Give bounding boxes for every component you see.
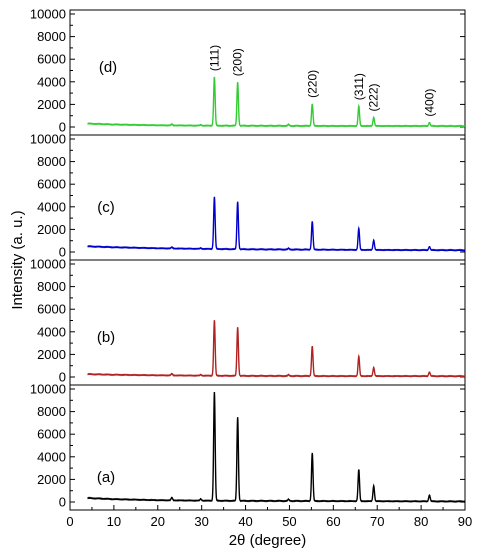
x-axis: 0 10 20 30 40 50 60 70 80 90 (66, 505, 472, 529)
series-line-c (87, 196, 466, 252)
y-tick-label: 2000 (37, 347, 66, 362)
y-tick-label: 2000 (37, 97, 66, 112)
panel-frame (69, 259, 466, 386)
y-tick-label: 6000 (37, 177, 66, 192)
y-tick-label: 2000 (37, 472, 66, 487)
y-tick-label: 0 (59, 120, 66, 135)
panel-a: 0 2000 4000 6000 8000 10000 (a) (30, 382, 466, 511)
peak-label: (222) (367, 83, 381, 111)
y-tick-label: 10000 (30, 382, 66, 397)
panel-label: (b) (97, 329, 115, 346)
y-tick-label: 0 (59, 370, 66, 385)
panel-frame (69, 134, 466, 261)
y-tick-label: 8000 (37, 29, 66, 44)
panel-frame (69, 384, 466, 511)
y-tick-label: 0 (59, 495, 66, 510)
y-tick-label: 6000 (37, 52, 66, 67)
x-tick-label: 20 (151, 514, 165, 529)
y-tick-label: 8000 (37, 404, 66, 419)
y-tick-label: 8000 (37, 154, 66, 169)
panels-layer: 0 2000 4000 6000 8000 10000 (d) (111) (200) (220)… (30, 7, 466, 511)
panel-b: 0 2000 4000 6000 8000 10000 (b) (30, 257, 466, 386)
panel-label: (d) (99, 59, 117, 76)
peak-label: (400) (422, 89, 436, 117)
y-tick-label: 10000 (30, 257, 66, 272)
y-tick-label: 6000 (37, 427, 66, 442)
series-line-d (87, 76, 466, 128)
peak-label: (311) (352, 73, 366, 100)
y-tick-label: 10000 (30, 132, 66, 147)
y-tick-label: 10000 (30, 7, 66, 22)
x-axis-label: 2θ (degree) (229, 532, 307, 549)
y-tick-label: 4000 (37, 199, 66, 214)
panel-label: (a) (97, 469, 115, 486)
y-tick-label: 2000 (37, 222, 66, 237)
y-tick-label: 4000 (37, 324, 66, 339)
series-line-b (87, 320, 466, 378)
y-tick-label: 0 (59, 245, 66, 260)
x-tick-label: 90 (458, 514, 472, 529)
y-axis-label: Intensity (a. u.) (9, 210, 26, 309)
panel-label: (c) (97, 199, 115, 216)
x-tick-label: 0 (66, 514, 73, 529)
peak-label: (200) (231, 48, 245, 76)
series-line-a (87, 392, 466, 504)
x-tick-label: 60 (326, 514, 340, 529)
x-tick-label: 70 (370, 514, 384, 529)
peak-label: (111) (207, 45, 221, 71)
x-tick-label: 40 (238, 514, 252, 529)
x-tick-label: 30 (194, 514, 208, 529)
panel-c: 0 2000 4000 6000 8000 10000 (c) (30, 132, 466, 261)
peak-label: (220) (305, 70, 319, 98)
panel-frame (69, 9, 466, 136)
y-tick-label: 4000 (37, 449, 66, 464)
x-tick-label: 50 (282, 514, 296, 529)
x-tick-label: 10 (107, 514, 121, 529)
x-tick-label: 80 (414, 514, 428, 529)
y-tick-label: 6000 (37, 302, 66, 317)
y-tick-label: 8000 (37, 279, 66, 294)
panel-d: 0 2000 4000 6000 8000 10000 (d) (111) (200) (220)… (30, 7, 466, 136)
y-tick-label: 4000 (37, 74, 66, 89)
